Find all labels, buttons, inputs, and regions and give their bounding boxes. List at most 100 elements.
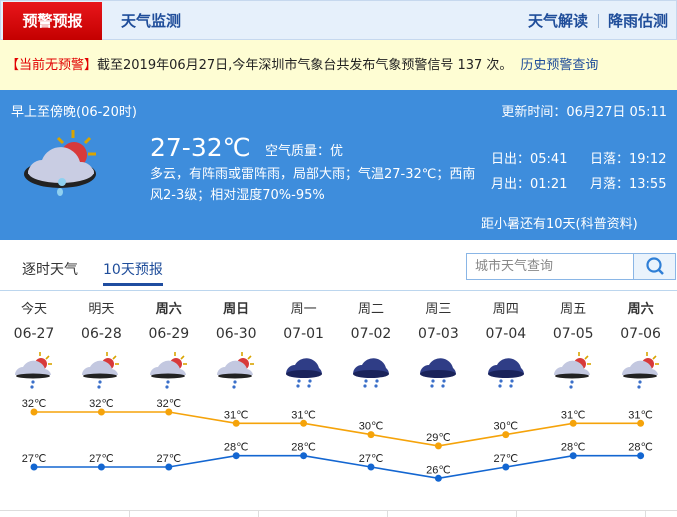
nav-divider xyxy=(598,14,599,28)
partly-cloudy-rain-icon xyxy=(217,352,255,389)
high-temp-point xyxy=(569,419,577,427)
low-temp-label: 27℃ xyxy=(359,453,384,465)
forecast-day: 周二 07-02 xyxy=(338,298,404,394)
date: 07-03 xyxy=(418,326,459,342)
low-temp-point xyxy=(637,452,645,460)
history-alert-link[interactable]: 历史预警查询 xyxy=(520,58,599,73)
low-temp-point xyxy=(300,452,308,460)
high-temp-label: 30℃ xyxy=(359,421,384,433)
date: 07-04 xyxy=(485,326,527,342)
weekday: 周日 xyxy=(223,302,250,317)
low-temp-point xyxy=(30,463,38,471)
high-temp-label: 31℃ xyxy=(291,409,316,421)
rain-icon xyxy=(487,358,524,388)
low-temp-label: 27℃ xyxy=(157,453,182,465)
update-time: 更新时间：06月27日 05:11 xyxy=(501,105,667,120)
date: 07-02 xyxy=(350,326,392,342)
partly-cloudy-rain-icon xyxy=(149,352,187,389)
low-temp-point xyxy=(232,452,240,460)
forecast-day: 今天 06-27 xyxy=(1,298,67,394)
high-temp-point xyxy=(97,408,105,416)
date: 06-28 xyxy=(81,326,122,342)
nav-link-rain-estimate[interactable]: 降雨估测 xyxy=(608,12,669,30)
bottom-divider xyxy=(0,510,677,517)
high-temp-line xyxy=(34,411,641,447)
rain-icon xyxy=(353,358,389,388)
weekday: 周六 xyxy=(627,302,654,317)
temperature-chart: 32℃ 32℃ 32℃ 31℃ 31℃ 30℃ 29℃ 30℃ 31℃ 31℃ 27℃ 27℃ 27℃ 2… xyxy=(22,398,653,482)
forecast-day: 周六 06-29 xyxy=(136,298,202,394)
moonrise: 月出：01:21 xyxy=(491,177,568,192)
today-panel: 早上至傍晚(06-20时) 更新时间：06月27日 05:11 27-32℃ 空… xyxy=(0,90,677,240)
low-temp-label: 28℃ xyxy=(224,442,249,454)
high-temp-point xyxy=(502,431,510,439)
low-temp-label: 28℃ xyxy=(628,442,653,454)
alert-bar: 【当前无预警】截至2019年06月27日,今年深圳市气象台共发布气象预警信号 1… xyxy=(0,40,677,90)
tab-ten-day[interactable]: 10天预报 xyxy=(103,259,163,286)
nav-tab-warning-forecast[interactable]: 预警预报 xyxy=(3,2,102,40)
low-temp-point xyxy=(165,463,173,471)
forecast-day: 周四 07-04 xyxy=(473,298,539,394)
rain-icon xyxy=(285,358,322,388)
nav-tab-weather-monitor[interactable]: 天气监测 xyxy=(121,12,182,30)
period: 早上至傍晚(06-20时) xyxy=(11,105,137,120)
high-temp-label: 32℃ xyxy=(157,398,182,410)
low-temp-label: 28℃ xyxy=(291,442,316,454)
tab-hourly[interactable]: 逐时天气 xyxy=(22,262,78,278)
partly-cloudy-rain-icon xyxy=(15,352,52,389)
high-temp-label: 32℃ xyxy=(89,398,114,410)
weekday: 周二 xyxy=(357,302,384,317)
solar-term-link[interactable]: 距小暑还有10天(科普资料) xyxy=(481,217,638,232)
date: 07-05 xyxy=(552,326,594,342)
low-temp-line xyxy=(34,454,641,480)
date: 07-01 xyxy=(283,326,324,342)
forecast-tabs: 逐时天气 10天预报 xyxy=(0,240,677,291)
weather-description: 多云，有阵雨或雷阵雨，局部大雨；气温27-32℃；西南风2-3级；相对湿度70%… xyxy=(150,167,476,203)
high-temp-label: 31℃ xyxy=(561,409,586,421)
moonset: 月落：13:55 xyxy=(590,177,667,192)
high-temp-point xyxy=(434,442,442,450)
search-button[interactable] xyxy=(634,253,676,280)
high-temp-label: 31℃ xyxy=(224,409,249,421)
low-temp-label: 27℃ xyxy=(494,453,519,465)
low-temp-point xyxy=(367,463,375,471)
date: 07-06 xyxy=(620,326,661,342)
weekday: 周四 xyxy=(492,302,519,317)
weekday: 周五 xyxy=(560,302,587,317)
top-nav: 预警预报 天气监测 天气解读 降雨估测 xyxy=(0,0,677,40)
high-temp-point xyxy=(165,408,173,416)
date: 06-29 xyxy=(148,326,190,342)
high-temp-label: 32℃ xyxy=(22,398,47,410)
nav-link-weather-interpret[interactable]: 天气解读 xyxy=(528,12,589,30)
city-search-input[interactable]: 城市天气查询 xyxy=(466,253,634,280)
weekday: 今天 xyxy=(20,302,47,317)
weekday: 明天 xyxy=(88,302,115,317)
low-temp-label: 26℃ xyxy=(426,464,451,476)
low-temp-point xyxy=(97,463,105,471)
rain-icon xyxy=(420,358,457,388)
forecast-day: 周五 07-05 xyxy=(540,298,606,394)
partly-cloudy-rain-icon xyxy=(82,352,120,389)
weekday: 周一 xyxy=(290,302,317,317)
forecast-day: 周六 07-06 xyxy=(608,298,674,394)
low-temp-point xyxy=(569,452,577,460)
high-temp-point xyxy=(367,431,375,439)
high-temp-label: 30℃ xyxy=(494,421,519,433)
high-temp-point xyxy=(232,419,240,427)
forecast-day: 明天 06-28 xyxy=(68,298,134,394)
alert-status: 【当前无预警】 xyxy=(6,58,98,73)
sunrise: 日出：05:41 xyxy=(491,152,568,167)
forecast-day: 周一 07-01 xyxy=(271,298,337,394)
low-temp-label: 27℃ xyxy=(22,453,47,465)
temp-range: 27-32℃ xyxy=(150,133,251,162)
partly-cloudy-rain-icon xyxy=(554,352,592,389)
low-temp-point xyxy=(434,474,442,482)
forecast-day: 周三 07-03 xyxy=(405,298,471,394)
date: 06-30 xyxy=(215,326,257,342)
sunset: 日落：19:12 xyxy=(590,152,667,167)
date: 06-27 xyxy=(13,326,55,342)
high-temp-point xyxy=(30,408,38,416)
high-temp-point xyxy=(637,419,645,427)
low-temp-point xyxy=(502,463,510,471)
high-temp-label: 29℃ xyxy=(426,432,451,444)
